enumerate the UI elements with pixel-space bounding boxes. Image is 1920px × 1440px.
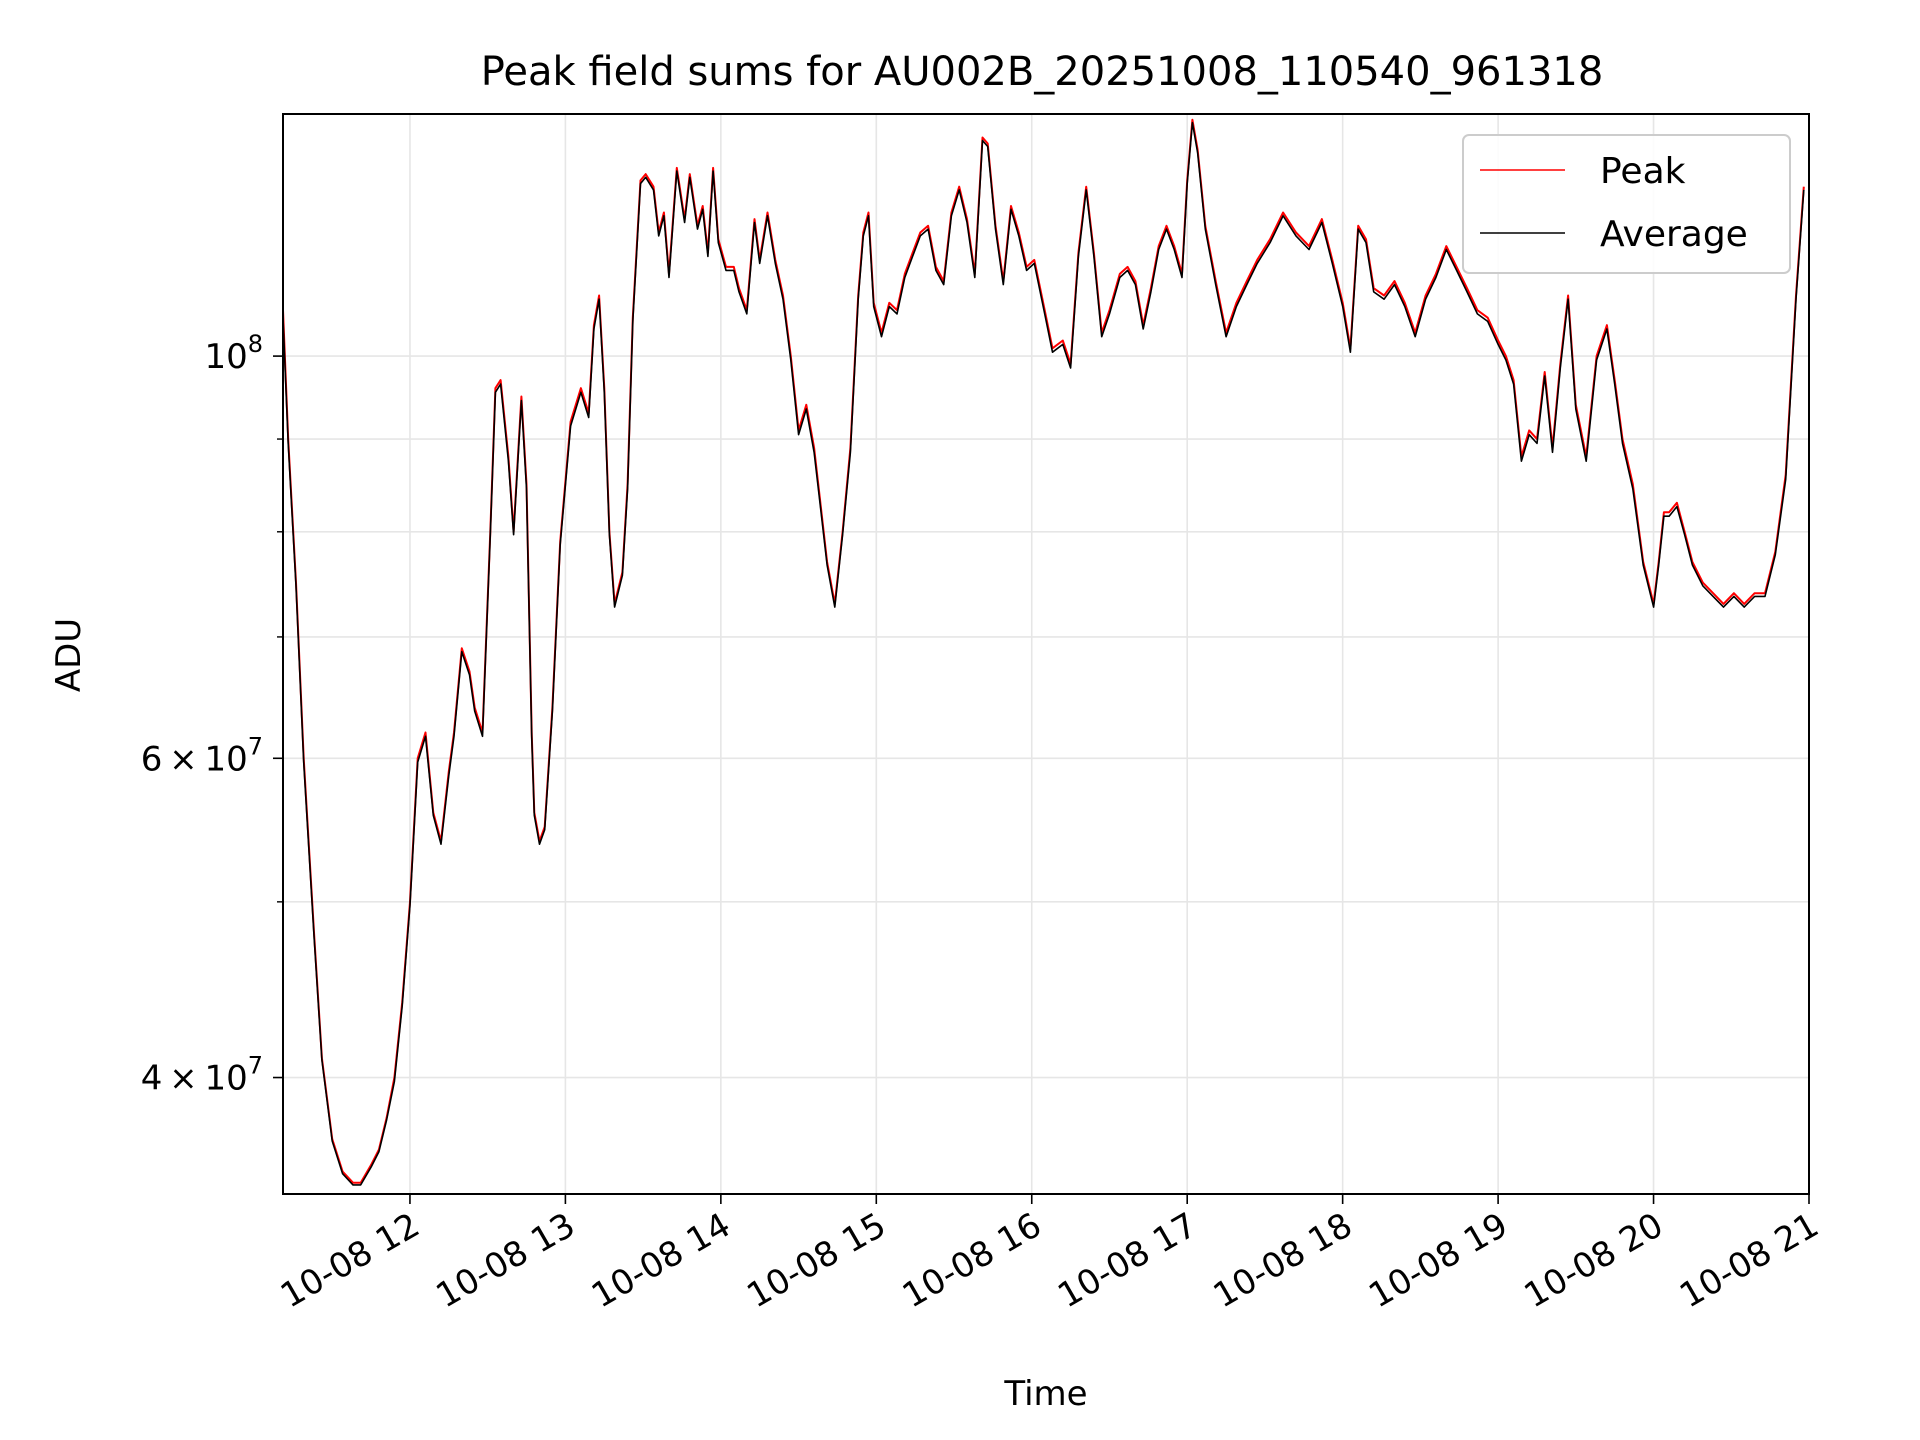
legend: Peak Average [1462, 134, 1791, 274]
y-tick-label: 6 × 107 [141, 732, 263, 779]
plot-frame [282, 113, 1810, 1195]
y-tick-label-exponent: 7 [248, 732, 263, 760]
legend-label-peak: Peak [1600, 151, 1686, 192]
series-line-average [283, 121, 1805, 1186]
legend-label-average: Average [1600, 214, 1748, 255]
y-tick-label-base: 4 × 10 [141, 1059, 248, 1099]
y-axis-label: ADU [49, 618, 89, 692]
x-axis-label: Time [1003, 1374, 1087, 1414]
y-tick-label-base: 10 [204, 337, 247, 377]
y-tick-label: 4 × 107 [141, 1052, 263, 1099]
chart-title: Peak field sums for AU002B_20251008_1105… [481, 49, 1604, 95]
y-tick-label: 108 [204, 330, 263, 377]
y-tick-label-base: 6 × 10 [141, 739, 248, 779]
y-tick-label-exponent: 7 [248, 1052, 263, 1080]
y-tick-label-exponent: 8 [248, 330, 263, 358]
